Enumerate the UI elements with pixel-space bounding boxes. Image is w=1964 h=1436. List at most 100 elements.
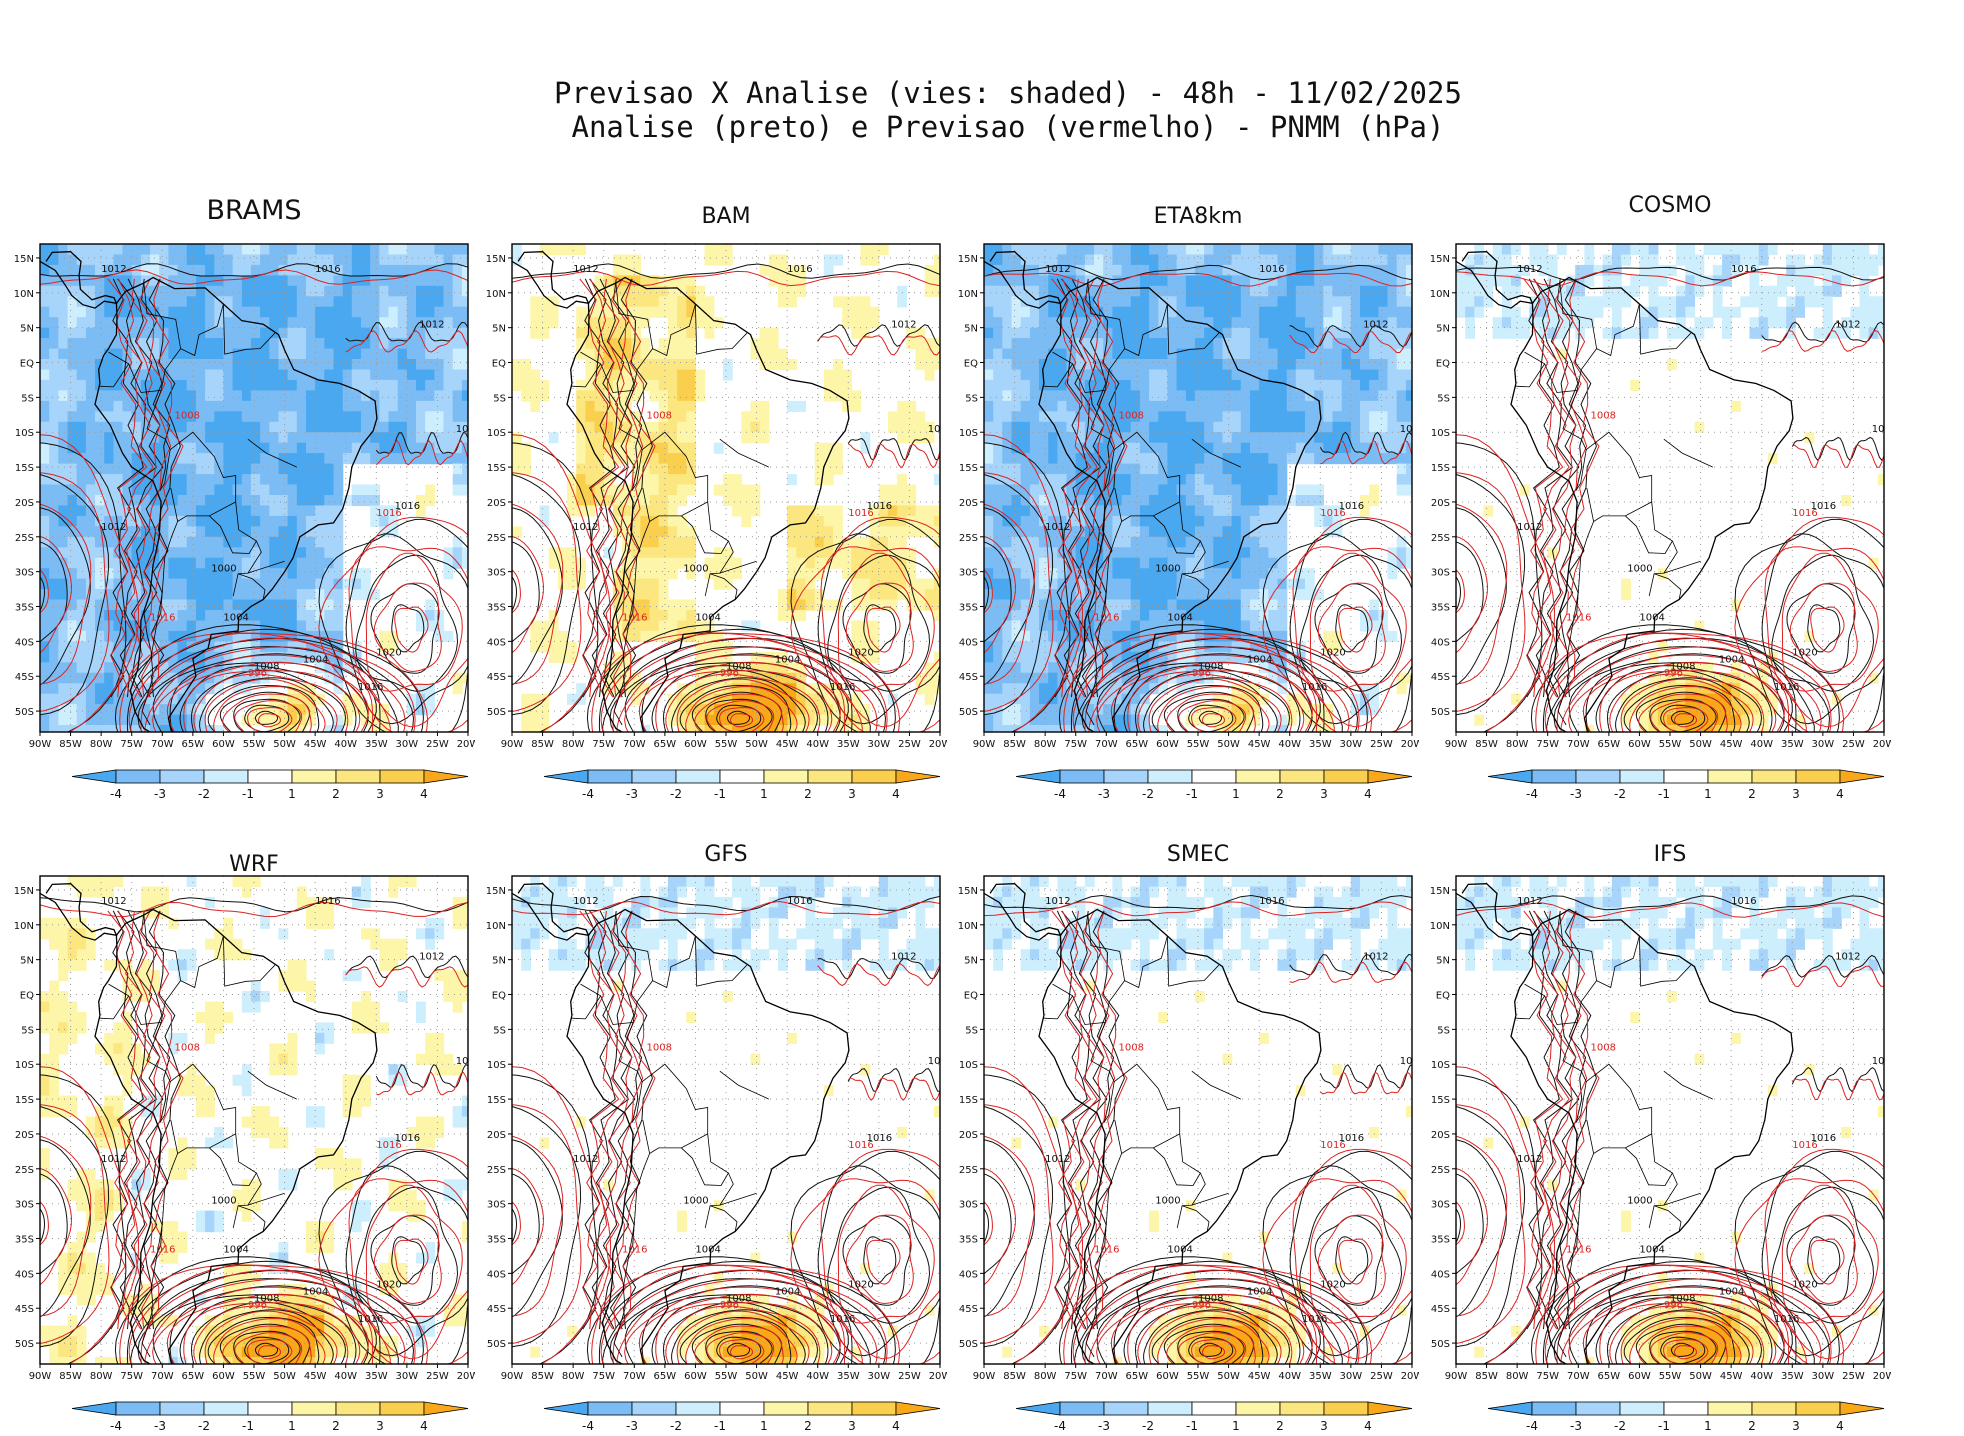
isobar-label: 1008 [254, 661, 279, 672]
lat-tick-label: 35S [15, 1235, 34, 1246]
lat-tick-label: 5S [21, 393, 34, 404]
colorbar: -4 -3 -2 -1 1 2 3 4 [543, 769, 941, 800]
isobars [40, 897, 468, 1364]
lon-tick-label: 70W [623, 739, 646, 750]
country-borders [1515, 282, 1713, 726]
lon-tick-label: 45W [1720, 739, 1743, 750]
lat-tick-label: 20S [15, 498, 34, 509]
isobar-label: 1012 [928, 1056, 947, 1067]
lat-tick-label: 10N [958, 289, 978, 300]
lat-tick-label: 5S [1437, 1025, 1450, 1036]
lon-tick-label: 35W [1781, 1371, 1804, 1382]
lon-tick-label: 20W [929, 739, 947, 750]
lon-tick-label: 40W [334, 739, 357, 750]
isobar-label: 1012 [891, 952, 916, 963]
lon-tick-label: 35W [837, 1371, 860, 1382]
colorbar-label: 4 [420, 787, 428, 800]
isobar-label: 1008 [175, 1042, 200, 1053]
isobar-label: 1008 [1119, 1042, 1144, 1053]
isobar-label: 1004 [1639, 612, 1664, 623]
lon-tick-label: 80W [1506, 739, 1529, 750]
isobars [40, 263, 468, 732]
isobar-label: 1008 [726, 661, 751, 672]
lat-tick-label: 10S [15, 428, 34, 439]
lat-tick-label: 25S [959, 533, 978, 544]
lon-tick-label: 65W [1598, 739, 1621, 750]
lon-tick-label: 80W [562, 1371, 585, 1382]
lat-tick-label: 10N [1430, 921, 1450, 932]
map-panel-wrf: WRF1012101610121012101610121000100410041… [0, 822, 475, 1432]
lon-tick-label: 60W [212, 739, 235, 750]
isobar-label: 996 [248, 1300, 267, 1311]
lat-tick-label: 50S [15, 1339, 34, 1350]
lon-tick-label: 65W [654, 1371, 677, 1382]
colorbar-label: 3 [1792, 787, 1800, 800]
lat-tick-label: 40S [959, 637, 978, 648]
isobar-label: 1008 [1591, 1042, 1616, 1053]
lon-tick-label: 40W [1278, 739, 1301, 750]
lat-tick-label: 5S [21, 1025, 34, 1036]
isobar-label: 1004 [775, 654, 800, 665]
lat-tick-label: 30S [1431, 1200, 1450, 1211]
colorbar: -4 -3 -2 -1 1 2 3 4 [71, 1401, 469, 1432]
isobar-label: 1000 [683, 1196, 708, 1207]
isobar-label: 1012 [1400, 424, 1419, 435]
coastlines [1456, 883, 1794, 1364]
isobar-label: 1012 [101, 264, 126, 275]
lon-tick-label: 80W [90, 739, 113, 750]
lon-tick-label: 30W [1812, 1371, 1835, 1382]
lon-tick-label: 40W [806, 739, 829, 750]
lon-tick-label: 20W [1873, 739, 1891, 750]
lat-tick-label: 45S [959, 1304, 978, 1315]
isobars [984, 894, 1412, 1364]
isobar-label: 1004 [695, 1244, 720, 1255]
panel-title: WRF [229, 852, 279, 877]
coastlines [984, 883, 1322, 1364]
isobar-label: 1000 [1627, 564, 1652, 575]
colorbar-label: 4 [1364, 1419, 1372, 1432]
isobar-label: 1000 [1155, 564, 1180, 575]
colorbar: -4 -3 -2 -1 1 2 3 4 [1487, 769, 1885, 800]
isobar-label: 1004 [1167, 1244, 1192, 1255]
coastlines [512, 883, 850, 1364]
country-borders [1515, 914, 1713, 1358]
lat-tick-label: 40S [15, 637, 34, 648]
lat-tick-label: 10N [1430, 289, 1450, 300]
isobar-label: 1020 [376, 1279, 401, 1290]
map-panel-cosmo: COSMO 1012 1016 1012 1012 1016 1012 1000 1004 100… [1416, 190, 1891, 800]
lat-tick-label: 5N [964, 956, 978, 967]
country-borders [571, 914, 769, 1358]
lon-tick-label: 65W [654, 739, 677, 750]
lon-tick-label: 25W [1370, 1371, 1393, 1382]
lat-tick-label: 15S [487, 463, 506, 474]
colorbar-label: 1 [1704, 787, 1712, 800]
coastlines [40, 251, 378, 732]
lon-tick-label: 70W [151, 1371, 174, 1382]
colorbar-label: 3 [376, 787, 384, 800]
isobars [984, 264, 1412, 732]
figure-title: Previsao X Analise (vies: shaded) - 48h … [0, 76, 1964, 144]
colorbar-label: -3 [1098, 1419, 1110, 1432]
isobar-label: 996 [248, 668, 267, 679]
lat-tick-label: 45S [487, 672, 506, 683]
lon-tick-label: 25W [426, 739, 449, 750]
isobar-label: 1016 [830, 1314, 855, 1325]
lat-tick-label: 40S [1431, 637, 1450, 648]
isobar-label: 1016 [1774, 1314, 1799, 1325]
isobars [1456, 895, 1884, 1364]
isobar-label: 1012 [891, 320, 916, 331]
isobar-label: 1012 [101, 522, 126, 533]
isobar-label: 1016 [315, 896, 340, 907]
lat-tick-label: 25S [1431, 1165, 1450, 1176]
isobar-label: 996 [720, 668, 739, 679]
lon-tick-label: 50W [273, 739, 296, 750]
lon-tick-label: 85W [531, 1371, 554, 1382]
lon-tick-label: 35W [365, 739, 388, 750]
lat-tick-label: 35S [15, 603, 34, 614]
lon-tick-label: 85W [59, 1371, 82, 1382]
lat-tick-label: 35S [487, 603, 506, 614]
isobar-label: 1016 [622, 1244, 647, 1255]
lon-tick-label: 40W [334, 1371, 357, 1382]
isobar-label: 1016 [848, 1140, 873, 1151]
lon-tick-label: 35W [365, 1371, 388, 1382]
